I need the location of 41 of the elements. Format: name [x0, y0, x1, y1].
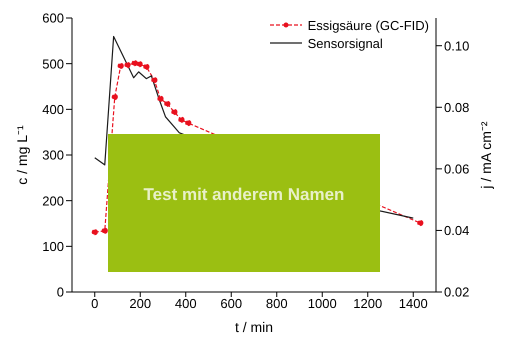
- point: [151, 77, 158, 84]
- legend-label: Sensorsignal: [308, 36, 383, 50]
- legend-label: Essigsäure (GC-FID): [308, 18, 429, 32]
- x-axis-title: t / min: [234, 319, 274, 335]
- point: [143, 64, 150, 70]
- y-tick-label: 500: [42, 56, 64, 72]
- point: [171, 108, 178, 116]
- point: [102, 228, 108, 234]
- y2-axis-title: j / mA cm⁻²: [478, 121, 494, 190]
- y-tick-label: 300: [42, 148, 64, 163]
- annotation: Test mit anderem Namen: [144, 185, 344, 204]
- y2-tick-label: 0.04: [444, 223, 470, 238]
- y2-tick-label: 0.02: [444, 284, 470, 300]
- x-tick-label: 200: [129, 296, 152, 312]
- y-axis-title: c / mg L⁻¹: [14, 124, 30, 185]
- y2-tick-label: 0.06: [444, 161, 470, 176]
- point: [178, 116, 185, 123]
- point: [157, 96, 164, 102]
- y-tick-label: 400: [42, 102, 64, 117]
- point: [185, 120, 192, 126]
- x-tick-label: 600: [220, 296, 242, 312]
- y-tick-label: 100: [42, 238, 64, 254]
- y2-tick-label: 0.08: [444, 100, 470, 115]
- x-tick-label: 1200: [353, 296, 382, 312]
- point: [112, 94, 118, 100]
- y-tick-label: 200: [42, 193, 64, 208]
- x-tick-label: 1400: [398, 296, 428, 312]
- x-tick-label: 800: [266, 296, 288, 312]
- y-tick-label: 0: [56, 284, 64, 300]
- point: [164, 100, 170, 107]
- y2-tick-label: 0.10: [444, 38, 470, 54]
- point: [136, 61, 143, 68]
- point: [124, 62, 131, 68]
- x-tick-label: 1000: [308, 296, 337, 312]
- x-tick-label: 400: [174, 296, 197, 312]
- x-tick-label: 0: [91, 296, 98, 312]
- point: [92, 229, 98, 236]
- y-tick-label: 600: [42, 10, 64, 26]
- point: [417, 220, 424, 226]
- point: [118, 62, 124, 70]
- point: [131, 60, 138, 66]
